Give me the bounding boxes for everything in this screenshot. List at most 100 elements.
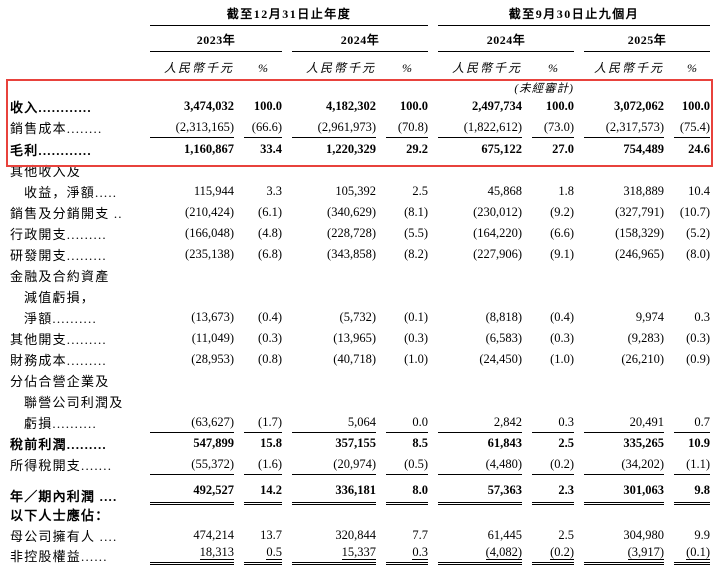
row-label: 淨額.......... xyxy=(24,311,97,326)
table-row: 毛利............ 1,160,867 33.4 1,220,329 29.… xyxy=(10,138,710,160)
cell-value: 15.8 xyxy=(260,436,282,450)
cell-value: 320,844 xyxy=(335,528,376,542)
cell-value: (0.3) xyxy=(686,331,711,345)
cell-value: 9.8 xyxy=(674,475,711,505)
cell-value: (0.1) xyxy=(674,545,711,565)
cell-value: (166,048) xyxy=(185,226,234,240)
cell-value: 492,527 xyxy=(150,475,234,505)
cell-value: 357,155 xyxy=(335,436,376,450)
cell-value: 14.2 xyxy=(244,475,282,505)
table-row: 其他開支......... (11,049) (0.3) (13,965) (0.3)… xyxy=(10,328,710,349)
unaudited-note-row: (未經審計) xyxy=(10,80,710,96)
cell-value: (5.2) xyxy=(686,226,711,240)
cell-value: 9.9 xyxy=(694,528,711,542)
cell-value: (4,480) xyxy=(438,454,523,475)
table-row: 年／期內利潤 .... 492,527 14.2 336,181 8.0 57,363 2… xyxy=(10,475,711,505)
table-row: 銷售成本........ (2,313,165) (66.6) (2,961,973… xyxy=(10,117,711,138)
cell-value: 10.9 xyxy=(688,436,711,450)
cell-value: 1.8 xyxy=(558,184,575,198)
cell-value: 318,889 xyxy=(623,184,665,198)
cell-value: 3.3 xyxy=(266,184,282,198)
cell-value: 9,974 xyxy=(635,310,665,324)
row-label: 稅前利潤......... xyxy=(10,437,107,452)
table-row: 收入............ 3,474,032 100.0 4,182,302 10… xyxy=(10,96,710,117)
table-row: 虧損.......... (63,627) (1.7) 5,064 0.0 2,842 0… xyxy=(10,412,711,433)
cell-value: 2.5 xyxy=(558,528,575,542)
cell-value: 100.0 xyxy=(681,99,711,113)
table-row: 財務成本......... (28,953) (0.8) (40,718) (1.0)… xyxy=(10,349,710,370)
cell-value: (9.2) xyxy=(550,205,575,219)
cell-value: 18,313 xyxy=(150,545,234,565)
cell-value: 10.4 xyxy=(688,184,711,198)
empty-cell xyxy=(150,286,710,307)
cell-value: (0.1) xyxy=(404,310,429,324)
cell-value: 547,899 xyxy=(193,436,234,450)
cell-value: 7.7 xyxy=(412,528,429,542)
cell-value: (26,210) xyxy=(621,352,665,366)
cell-value: 115,944 xyxy=(193,184,234,198)
cell-value: 61,843 xyxy=(487,436,523,450)
cell-value: 100.0 xyxy=(545,99,575,113)
row-label: 年／期內利潤 .... xyxy=(10,489,118,504)
cell-value: 33.4 xyxy=(260,141,282,156)
cell-value: 2.5 xyxy=(558,436,575,450)
table-row: 收益，淨額..... 115,944 3.3 105,392 2.5 45,868 1.8… xyxy=(10,181,710,202)
cell-value: 29.2 xyxy=(406,141,429,156)
cell-value: (158,329) xyxy=(615,226,665,240)
cell-value: 0.3 xyxy=(386,545,429,565)
unit-label-percent: % xyxy=(548,61,559,75)
row-label: 分佔合營企業及 xyxy=(10,374,110,389)
cell-value: (230,012) xyxy=(473,205,523,219)
unit-label-rmb-thousand: 人民幣千元 xyxy=(305,61,376,75)
cell-value: (246,965) xyxy=(615,247,665,261)
cell-value: 100.0 xyxy=(399,99,429,113)
cell-value: (5.5) xyxy=(404,226,429,240)
cell-value: 4,182,302 xyxy=(326,99,376,113)
column-header-2024: 2024年 xyxy=(292,26,429,52)
row-label: 非控股權益...... xyxy=(10,548,108,564)
cell-value: 2.3 xyxy=(532,475,575,505)
cell-value: 301,063 xyxy=(584,475,665,505)
unit-label-rmb-thousand: 人民幣千元 xyxy=(594,61,665,75)
row-label: 減值虧損， xyxy=(24,290,96,305)
table-row: 非控股權益...... 18,313 0.5 15,337 0.3 (4,082) (0.… xyxy=(10,545,711,565)
cell-value: 3,072,062 xyxy=(614,99,665,113)
table-row: 研發開支......... (235,138) (6.8) (343,858) (8.… xyxy=(10,244,710,265)
unit-label-rmb-thousand: 人民幣千元 xyxy=(452,61,523,75)
cell-value: (0.4) xyxy=(258,310,282,324)
cell-value: (10.7) xyxy=(679,205,711,219)
cell-value: 8.5 xyxy=(412,436,429,450)
cell-value: (24,450) xyxy=(479,352,523,366)
cell-value: 13.7 xyxy=(260,528,282,542)
cell-value: (20,974) xyxy=(292,454,376,475)
cell-value: (1.0) xyxy=(550,352,575,366)
table-row: 分佔合營企業及 xyxy=(10,370,710,391)
empty-cell xyxy=(150,160,710,181)
cell-value: (28,953) xyxy=(191,352,234,366)
row-label: 虧損.......... xyxy=(24,416,97,431)
cell-value: 754,489 xyxy=(623,141,665,156)
cell-value: 336,181 xyxy=(292,475,376,505)
cell-value: 335,265 xyxy=(623,436,665,450)
cell-value: (2,317,573) xyxy=(584,117,665,138)
empty-cell xyxy=(150,505,710,526)
empty-cell xyxy=(10,26,140,52)
cell-value: (34,202) xyxy=(584,454,665,475)
cell-value: (0.9) xyxy=(686,352,711,366)
cell-value: (0.2) xyxy=(532,545,575,565)
row-label: 收益，淨額..... xyxy=(24,185,118,200)
cell-value: 0.0 xyxy=(386,412,429,433)
cell-value: (0.8) xyxy=(258,352,282,366)
cell-value: 1,160,867 xyxy=(184,141,234,156)
unit-label-rmb-thousand: 人民幣千元 xyxy=(163,61,234,75)
cell-value: (8.2) xyxy=(404,247,429,261)
cell-value: 0.3 xyxy=(532,412,575,433)
table-row: 以下人士應佔： xyxy=(10,505,710,526)
row-label: 其他收入及 xyxy=(10,164,82,179)
row-label: 行政開支......... xyxy=(10,227,107,242)
cell-value: (6.1) xyxy=(258,205,282,219)
unaudited-note: (未經審計) xyxy=(514,83,575,95)
row-label: 收入............ xyxy=(10,100,92,115)
table-row: 淨額.......... (13,673) (0.4) (5,732) (0.1) (8… xyxy=(10,307,710,328)
cell-value: 2.5 xyxy=(412,184,429,198)
